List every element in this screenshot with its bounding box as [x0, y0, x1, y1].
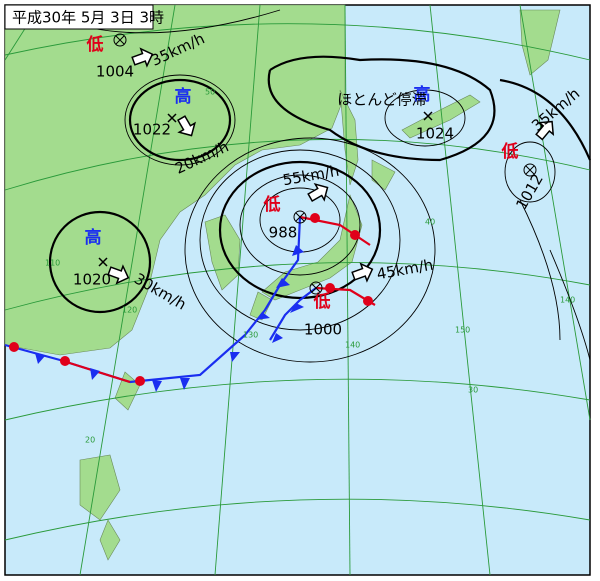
- grid-label: 140: [560, 296, 575, 305]
- grid-label: 30: [468, 386, 478, 395]
- system-kind: 高: [414, 84, 431, 105]
- center-mark: [311, 283, 321, 293]
- grid-label: 130: [243, 331, 258, 340]
- title-box: [4, 4, 154, 30]
- center-mark: [309, 281, 323, 295]
- grid: [4, 4, 591, 576]
- title: 平成30年 5月 3日 3時: [12, 9, 164, 27]
- system-kind: 低: [263, 194, 281, 215]
- grid-label: 120: [122, 306, 137, 315]
- center-mark: [295, 212, 305, 222]
- center-mark: [525, 165, 535, 175]
- motion-arrow: [307, 183, 329, 202]
- isobars: [48, 9, 592, 363]
- grid-label: 140: [345, 341, 360, 350]
- land: [4, 4, 561, 561]
- grid-label: 40: [425, 218, 435, 227]
- motion-arrow: [177, 115, 196, 137]
- system-kind: 高: [175, 86, 192, 107]
- fronts: [4, 213, 376, 392]
- center-mark: [115, 35, 125, 45]
- pressure: 988: [269, 224, 298, 242]
- center-mark: [293, 210, 307, 224]
- grid-label: 50: [205, 88, 215, 97]
- center-mark: [423, 111, 433, 121]
- motion-arrow: [535, 120, 555, 141]
- pressure: 1004: [96, 63, 134, 81]
- system-kind: 低: [86, 34, 104, 55]
- grid-label: 110: [45, 259, 60, 268]
- pressure: 1000: [304, 321, 342, 339]
- center-mark: [167, 113, 177, 123]
- pressure: 1024: [416, 125, 454, 143]
- motion-arrow: [131, 47, 154, 68]
- pressure: 1020: [73, 271, 111, 289]
- system-kind: 低: [501, 141, 519, 162]
- motion-arrow: [107, 264, 130, 285]
- center-mark: [523, 163, 537, 177]
- pressure: 1022: [133, 121, 171, 139]
- system-kind: 高: [85, 227, 102, 248]
- motion-arrow: [351, 262, 374, 283]
- grid-label: 150: [455, 326, 470, 335]
- center-mark: [98, 257, 108, 267]
- center-mark: [113, 33, 127, 47]
- system-kind: 低: [313, 291, 331, 312]
- grid-label: 20: [85, 436, 95, 445]
- speed: ほとんど停滞: [337, 91, 427, 109]
